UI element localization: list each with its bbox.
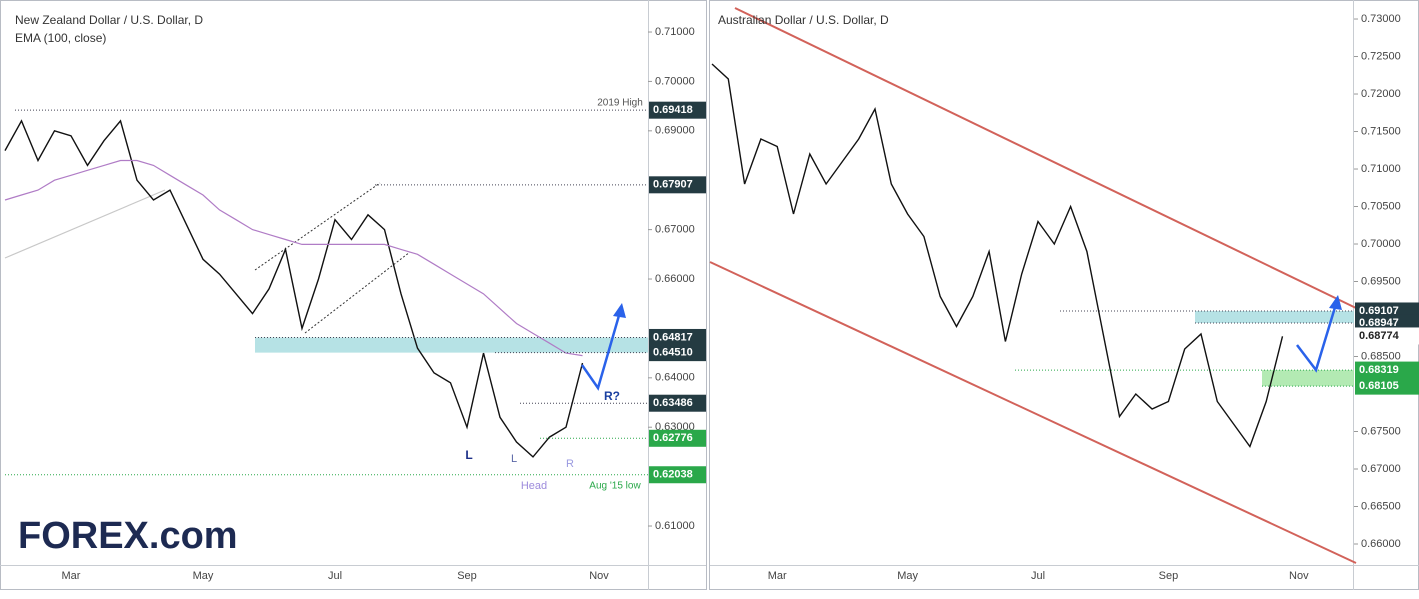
price-label: 0.67907: [653, 179, 693, 191]
y-tick-label: 0.61000: [655, 520, 695, 532]
x-tick-label: Mar: [62, 570, 81, 582]
price-label: 0.69107: [1359, 305, 1399, 317]
annotation: 2019 High: [597, 98, 643, 109]
annotation: L: [465, 448, 472, 462]
annotation: L: [511, 453, 517, 465]
annotation: R: [566, 458, 574, 470]
y-tick-label: 0.67000: [655, 224, 695, 236]
ema-line: [4, 159, 583, 357]
y-tick-label: 0.71000: [655, 26, 695, 38]
trend-line: [4, 189, 166, 259]
price-label: 0.68774: [1359, 330, 1400, 342]
y-tick-label: 0.73000: [1361, 13, 1401, 25]
price-label-box: [649, 466, 706, 484]
y-tick-label: 0.68500: [1361, 350, 1401, 362]
price-label-box: [1355, 327, 1419, 345]
y-tick-label: 0.72500: [1361, 50, 1401, 62]
chart-title: New Zealand Dollar / U.S. Dollar, D: [15, 13, 203, 27]
y-tick-label: 0.70500: [1361, 200, 1401, 212]
x-tick-label: Jul: [328, 570, 342, 582]
y-tick-label: 0.72000: [1361, 88, 1401, 100]
y-tick-label: 0.66500: [1361, 500, 1401, 512]
indicator-label: EMA (100, close): [15, 31, 106, 45]
right-panel: [709, 0, 1419, 590]
zone: [255, 337, 648, 353]
price-label: 0.62038: [653, 469, 693, 481]
price-label-box: [649, 176, 706, 194]
x-tick-label: Sep: [1159, 570, 1179, 582]
x-tick-label: May: [897, 570, 918, 582]
x-tick-label: May: [193, 570, 214, 582]
annotation: R?: [604, 389, 620, 403]
arrow: [1296, 303, 1338, 373]
y-tick-label: 0.67500: [1361, 425, 1401, 437]
price-line: [711, 63, 1284, 448]
arrow-head: [613, 303, 626, 318]
price-label: 0.64817: [653, 331, 693, 343]
x-tick-label: Sep: [457, 570, 477, 582]
x-tick-label: Nov: [589, 570, 609, 582]
price-label: 0.62776: [653, 432, 693, 444]
chart-layer: 0.610000.630000.640000.660000.670000.690…: [4, 13, 1419, 582]
channel-line: [709, 261, 1357, 564]
x-tick-label: Nov: [1289, 570, 1309, 582]
y-tick-label: 0.67000: [1361, 463, 1401, 475]
logo: FOREX.com: [18, 515, 238, 557]
arrow-head: [1329, 295, 1342, 310]
y-tick-label: 0.69500: [1361, 275, 1401, 287]
price-label-box: [1355, 377, 1419, 395]
price-line: [4, 119, 584, 458]
price-label-box: [649, 394, 706, 412]
x-tick-label: Mar: [768, 570, 787, 582]
chart-title: Australian Dollar / U.S. Dollar, D: [718, 13, 889, 27]
y-tick-label: 0.69000: [655, 125, 695, 137]
channel-line: [734, 7, 1357, 309]
price-label: 0.63486: [653, 397, 693, 409]
price-label: 0.69418: [653, 104, 693, 116]
y-tick-label: 0.66000: [1361, 538, 1401, 550]
y-tick-label: 0.71500: [1361, 125, 1401, 137]
zone: [1262, 370, 1354, 387]
flag-line: [254, 182, 381, 271]
price-label: 0.64510: [653, 347, 693, 359]
annotation: Head: [521, 480, 547, 492]
price-label: 0.68947: [1359, 317, 1399, 329]
price-label-box: [649, 101, 706, 119]
price-label-box: [649, 429, 706, 447]
price-label: 0.68105: [1359, 380, 1399, 392]
annotation: Aug '15 low: [589, 481, 641, 492]
y-tick-label: 0.64000: [655, 372, 695, 384]
y-tick-label: 0.66000: [655, 273, 695, 285]
price-label-box: [649, 344, 706, 362]
price-label: 0.68319: [1359, 364, 1399, 376]
price-label-box: [1355, 314, 1419, 332]
y-tick-label: 0.70000: [655, 75, 695, 87]
y-tick-label: 0.70000: [1361, 238, 1401, 250]
arrow: [580, 311, 622, 391]
x-tick-label: Jul: [1031, 570, 1045, 582]
price-label-box: [649, 328, 706, 346]
price-label-box: [1355, 361, 1419, 379]
y-tick-label: 0.71000: [1361, 163, 1401, 175]
zone: [1195, 310, 1354, 323]
